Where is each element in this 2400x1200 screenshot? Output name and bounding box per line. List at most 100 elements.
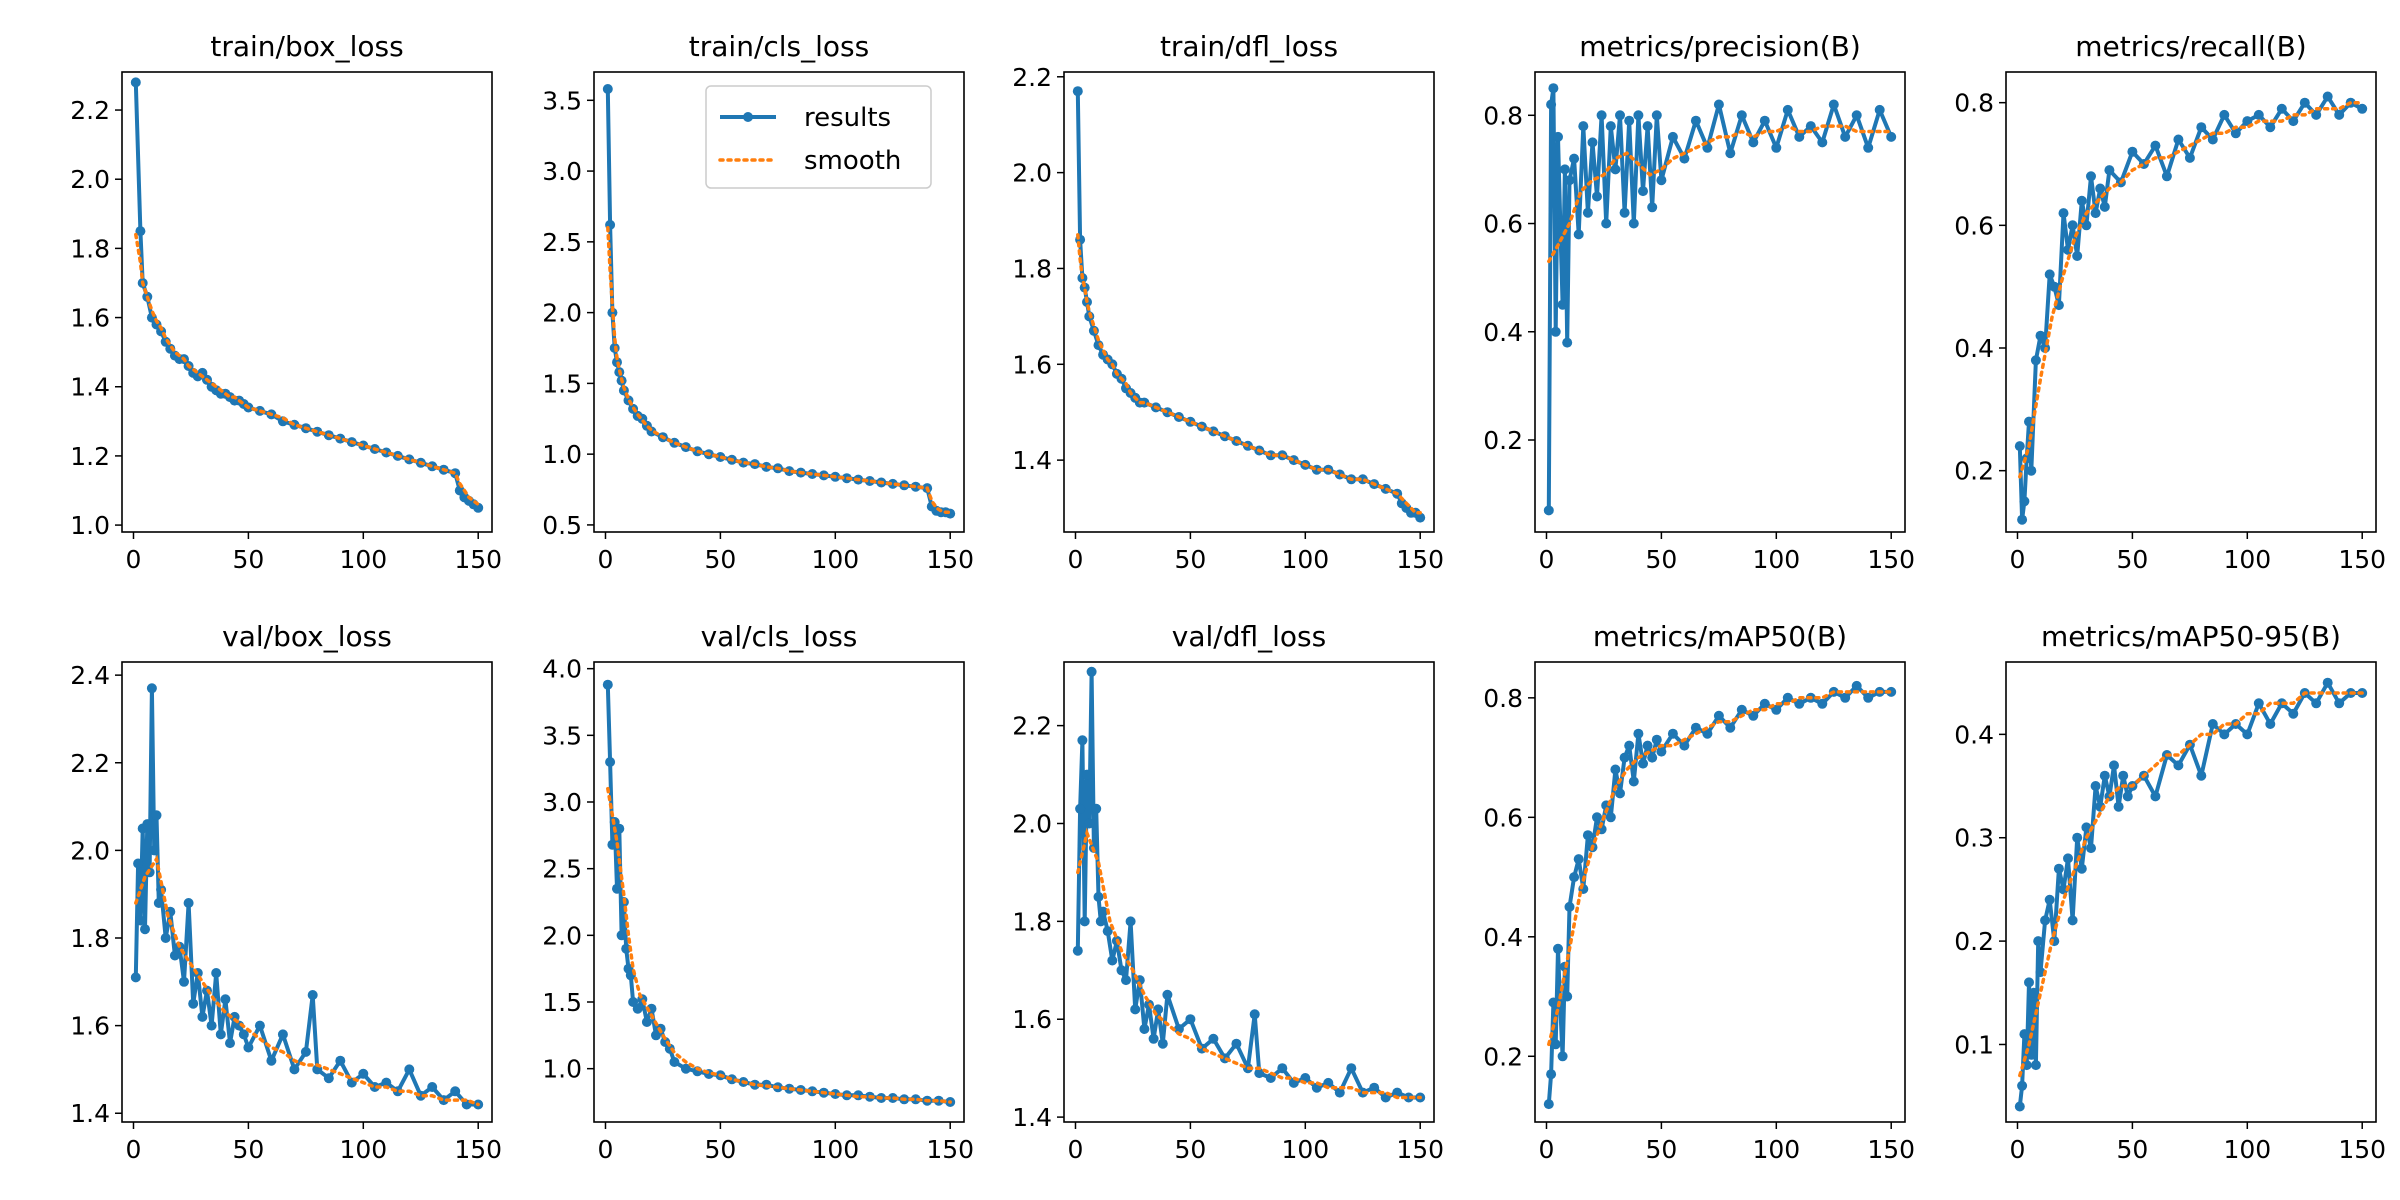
results-point <box>2311 109 2322 120</box>
results-point <box>1562 991 1573 1002</box>
plot-frame <box>121 71 493 533</box>
smooth-line <box>1547 690 1893 1047</box>
x-tick-label: 100 <box>1281 545 1329 574</box>
results-point <box>1679 740 1690 751</box>
results-point <box>473 502 484 513</box>
x-tick-label: 0 <box>126 1135 142 1164</box>
results-point <box>2184 152 2195 163</box>
results-line <box>1546 86 1894 511</box>
x-tick-label: 150 <box>2338 545 2386 574</box>
results-point <box>1543 505 1554 516</box>
y-tick-label: 2.2 <box>70 749 110 778</box>
results-point <box>2024 977 2034 988</box>
results-point <box>1647 202 1658 213</box>
results-point <box>2019 1029 2030 1040</box>
results-point <box>1578 121 1589 132</box>
x-tick-label: 50 <box>1174 1135 1206 1164</box>
results-point <box>1557 299 1568 310</box>
results-point <box>2067 220 2078 231</box>
x-tick-label: 50 <box>1645 1135 1677 1164</box>
results-point <box>179 976 189 987</box>
results-point <box>1610 764 1621 775</box>
y-tick-label: 3.0 <box>542 788 582 817</box>
results-point <box>1851 110 1862 121</box>
results-point <box>277 1029 288 1040</box>
subplot-6: val/box_loss 0 50 100 150 1.4 1.6 1.8 2.0 2.2 2.4 <box>70 620 502 1164</box>
x-tick-label: 50 <box>232 1135 264 1164</box>
y-tick-label: 2.2 <box>1012 63 1052 92</box>
results-point <box>864 476 875 486</box>
results-point <box>2019 496 2030 507</box>
results-point <box>2322 91 2333 102</box>
smooth-line <box>606 786 952 1104</box>
results-point <box>1157 1038 1168 1049</box>
subplot-title: train/cls_loss <box>689 30 869 63</box>
y-tick-label: 0.1 <box>1954 1030 1994 1059</box>
results-point <box>1851 680 1862 691</box>
results-point <box>616 930 627 941</box>
x-tick-label: 0 <box>2010 1135 2026 1164</box>
y-tick-label: 1.2 <box>70 442 110 471</box>
x-tick-label: 0 <box>598 1135 614 1164</box>
results-point <box>197 1011 208 1022</box>
results-point <box>2334 109 2345 120</box>
results-point <box>1605 121 1616 132</box>
results-line <box>1075 91 1422 519</box>
plot-frame <box>121 661 493 1123</box>
results-point <box>2044 894 2055 905</box>
y-tick-label: 1.4 <box>70 373 110 402</box>
results-point <box>2063 853 2073 864</box>
y-tick-label: 1.5 <box>542 988 582 1017</box>
results-point <box>142 819 153 830</box>
subplot-title: val/box_loss <box>222 620 392 653</box>
results-point <box>1548 83 1559 94</box>
x-tick-label: 50 <box>1645 545 1677 574</box>
results-point <box>1615 788 1625 799</box>
results-point <box>1098 906 1109 917</box>
results-point <box>450 1086 461 1097</box>
legend-results-label: results <box>804 103 891 133</box>
results-point <box>1633 110 1644 121</box>
results-point <box>2026 465 2037 476</box>
y-tick-label: 0.8 <box>1483 684 1523 713</box>
y-tick-label: 3.5 <box>542 721 582 750</box>
results-point <box>1794 698 1805 709</box>
results-point <box>1254 1068 1265 1079</box>
results-point <box>1642 121 1653 132</box>
subplot-title: val/cls_loss <box>701 620 858 653</box>
smooth-line <box>2018 100 2364 479</box>
y-tick-label: 0.3 <box>1954 824 1994 853</box>
results-point <box>2076 863 2087 874</box>
results-point <box>1403 1092 1414 1103</box>
subplot-3: train/dfl_loss 0 50 100 150 1.4 1.6 1.8 2.0 2.2 <box>1012 30 1444 574</box>
results-point <box>2021 1060 2032 1071</box>
results-point <box>2196 122 2207 133</box>
y-tick-label: 0.6 <box>1954 211 1994 240</box>
results-point <box>632 1003 643 1014</box>
y-tick-label: 1.8 <box>70 234 110 263</box>
results-point <box>1624 740 1635 751</box>
plot-frame <box>593 71 965 533</box>
results-point <box>2161 171 2172 182</box>
y-tick-label: 0.4 <box>1483 318 1523 347</box>
results-point <box>1840 131 1851 142</box>
results-point <box>1555 218 1566 229</box>
results-point <box>1828 99 1839 110</box>
x-tick-label: 0 <box>1539 545 1555 574</box>
results-point <box>641 1017 652 1027</box>
results-point <box>225 1038 235 1049</box>
results-point <box>1702 728 1713 739</box>
x-tick-label: 150 <box>2338 1135 2386 1164</box>
results-point <box>602 679 613 690</box>
results-point <box>1638 758 1648 769</box>
x-tick-label: 50 <box>232 545 264 574</box>
y-tick-label: 2.0 <box>70 836 110 865</box>
results-point <box>1107 955 1118 966</box>
y-tick-label: 0.4 <box>1954 334 1994 363</box>
y-tick-label: 0.8 <box>1954 89 1994 118</box>
subplot-title: val/dfl_loss <box>1172 620 1326 653</box>
results-point <box>135 915 146 926</box>
results-point <box>1084 818 1095 829</box>
results-point <box>784 466 795 477</box>
results-point <box>1592 191 1602 202</box>
